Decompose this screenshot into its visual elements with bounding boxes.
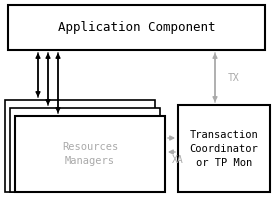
Text: Resources
Managers: Resources Managers <box>62 142 118 166</box>
Text: TX: TX <box>228 73 240 83</box>
Text: Application Component: Application Component <box>58 21 215 34</box>
Text: Transaction
Coordinator
or TP Mon: Transaction Coordinator or TP Mon <box>190 130 258 168</box>
Bar <box>15 116 165 192</box>
Bar <box>10 108 160 192</box>
Bar <box>8 5 265 50</box>
Bar <box>178 105 270 192</box>
Text: XA: XA <box>172 155 184 165</box>
Bar <box>5 100 155 192</box>
